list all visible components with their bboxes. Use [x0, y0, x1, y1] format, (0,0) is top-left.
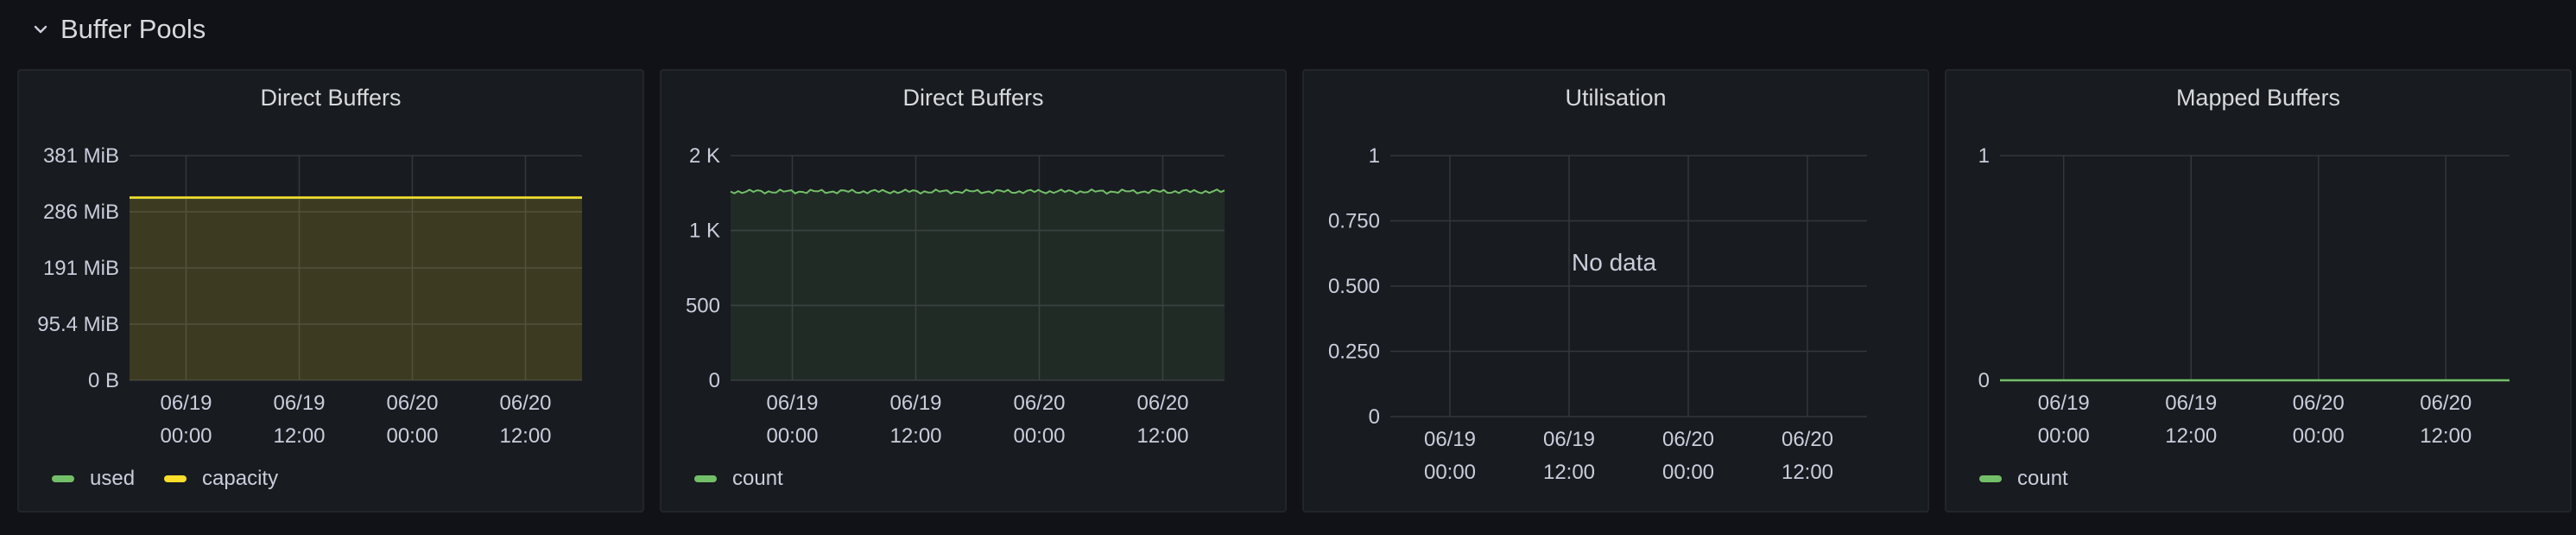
- y-tick-label: 1: [1978, 144, 1990, 168]
- x-tick-label: 00:00: [386, 424, 438, 448]
- legend-item-capacity[interactable]: capacity: [164, 467, 278, 491]
- no-data-message: No data: [1572, 249, 1657, 276]
- y-tick-label: 0: [709, 369, 720, 392]
- panel-title: Utilisation: [1565, 85, 1667, 111]
- area-capacity: [130, 197, 582, 380]
- y-tick-label: 286 MiB: [43, 201, 119, 224]
- x-tick-label: 00:00: [1424, 461, 1476, 484]
- y-tick-label: 0.750: [1328, 210, 1380, 233]
- x-tick-label: 06/19: [273, 392, 325, 415]
- x-tick-label: 06/19: [1543, 428, 1595, 451]
- x-tick-label: 12:00: [1543, 461, 1595, 484]
- y-tick-label: 95.4 MiB: [37, 313, 119, 336]
- y-tick-label: 0.500: [1328, 275, 1380, 298]
- chart-direct-buffers-count: 2 K 1 K 500 0 06/19 00:00 06/19 12:00 06/20 00:00…: [686, 144, 1225, 448]
- x-tick-label: 00:00: [1013, 424, 1065, 448]
- panel-mapped-buffers[interactable]: Mapped Buffers 1 0 06/19 00:00 06/19 12:00 06/…: [1945, 69, 2572, 513]
- legend: count: [694, 467, 783, 491]
- x-tick-label: 06/20: [2293, 392, 2345, 415]
- legend-label: used: [90, 467, 136, 490]
- x-tick-label: 00:00: [2038, 424, 2090, 448]
- chart-direct-buffers-memory: 381 MiB 286 MiB 191 MiB 95.4 MiB 0 B 06/19 00:…: [37, 144, 582, 448]
- x-tick-label: 06/20: [386, 392, 438, 415]
- legend-label: capacity: [202, 467, 279, 490]
- x-tick-label: 06/19: [2165, 392, 2217, 415]
- x-tick-label: 12:00: [1136, 424, 1188, 448]
- y-tick-label: 381 MiB: [43, 144, 119, 168]
- y-tick-label: 2 K: [689, 144, 720, 168]
- legend: count: [1979, 467, 2068, 491]
- legend-swatch: [694, 475, 717, 482]
- panel-direct-buffers-memory[interactable]: Direct Buffers 381 MiB 286 MiB 191 MiB 95.4…: [17, 69, 644, 513]
- legend-item-count[interactable]: count: [1979, 467, 2068, 491]
- legend: used capacity: [52, 467, 278, 491]
- y-tick-label: 0: [1369, 405, 1380, 429]
- area-count: [731, 189, 1225, 380]
- x-tick-label: 06/20: [1662, 428, 1714, 451]
- legend-swatch: [164, 475, 187, 482]
- x-tick-label: 12:00: [889, 424, 941, 448]
- x-tick-label: 06/20: [1136, 392, 1188, 415]
- chevron-down-icon[interactable]: [31, 20, 50, 39]
- y-tick-label: 0: [1978, 369, 1990, 392]
- x-tick-label: 12:00: [273, 424, 325, 448]
- legend-item-count[interactable]: count: [694, 467, 783, 491]
- panel-direct-buffers-count[interactable]: Direct Buffers 2 K 1 K 500 0 06/19 00:00 06/19…: [660, 69, 1287, 513]
- panel-title: Direct Buffers: [260, 85, 402, 111]
- x-tick-label: 06/20: [499, 392, 551, 415]
- y-tick-label: 1 K: [689, 220, 720, 243]
- x-tick-label: 06/19: [766, 392, 818, 415]
- panel-title: Direct Buffers: [902, 85, 1044, 111]
- legend-item-used[interactable]: used: [52, 467, 135, 491]
- panel-utilisation[interactable]: Utilisation 1 0.750 0.500 0.250 0 06/19 00:00 0…: [1302, 69, 1929, 513]
- x-tick-label: 12:00: [499, 424, 551, 448]
- x-tick-label: 00:00: [766, 424, 818, 448]
- y-tick-label: 0.250: [1328, 341, 1380, 364]
- series-line-count: [730, 188, 1225, 195]
- x-tick-label: 06/20: [1782, 428, 1833, 451]
- chart-mapped-buffers: 1 0 06/19 00:00 06/19 12:00 06/20 00:00 06/20 12:…: [1978, 144, 2510, 448]
- x-tick-label: 00:00: [160, 424, 212, 448]
- x-tick-label: 06/20: [1013, 392, 1065, 415]
- chart-utilisation: 1 0.750 0.500 0.250 0 06/19 00:00 06/19 12:00 06/…: [1328, 144, 1867, 484]
- x-tick-label: 06/19: [1424, 428, 1476, 451]
- x-tick-label: 06/19: [160, 392, 212, 415]
- row-title: Buffer Pools: [60, 14, 206, 44]
- x-tick-label: 12:00: [2420, 424, 2472, 448]
- legend-swatch: [52, 475, 74, 482]
- row-header-buffer-pools[interactable]: Buffer Pools: [31, 7, 206, 52]
- x-tick-label: 06/20: [2420, 392, 2472, 415]
- x-tick-label: 06/19: [2038, 392, 2090, 415]
- legend-label: count: [732, 467, 783, 490]
- y-tick-label: 500: [686, 294, 720, 317]
- x-tick-label: 00:00: [1662, 461, 1714, 484]
- legend-swatch: [1979, 475, 2002, 482]
- panel-title: Mapped Buffers: [2175, 85, 2341, 111]
- x-tick-label: 12:00: [1782, 461, 1833, 484]
- legend-label: count: [2017, 467, 2068, 490]
- x-tick-label: 00:00: [2293, 424, 2345, 448]
- y-tick-label: 0 B: [88, 369, 119, 392]
- x-tick-label: 06/19: [889, 392, 941, 415]
- y-tick-label: 191 MiB: [43, 257, 119, 280]
- y-tick-label: 1: [1369, 144, 1380, 168]
- x-tick-label: 12:00: [2165, 424, 2217, 448]
